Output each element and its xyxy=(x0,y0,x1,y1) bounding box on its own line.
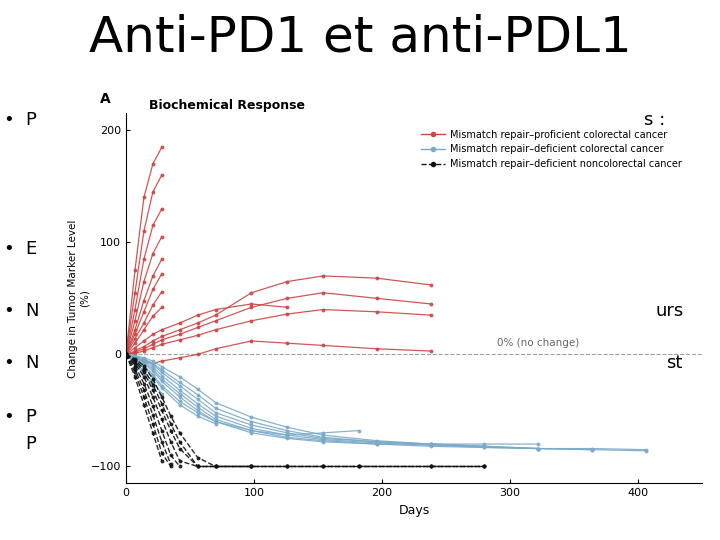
Text: •: • xyxy=(4,408,14,426)
Text: P: P xyxy=(25,111,36,129)
Text: A: A xyxy=(100,92,111,106)
Text: •: • xyxy=(4,302,14,320)
Text: N: N xyxy=(25,302,39,320)
Text: urs: urs xyxy=(655,302,683,320)
Legend: Mismatch repair–proficient colorectal cancer, Mismatch repair–deficient colorect: Mismatch repair–proficient colorectal ca… xyxy=(417,126,685,173)
Text: P: P xyxy=(25,408,36,426)
Text: N: N xyxy=(25,354,39,372)
Text: s :: s : xyxy=(644,111,666,129)
Text: •: • xyxy=(4,111,14,129)
Text: E: E xyxy=(25,240,37,258)
Text: 0% (no change): 0% (no change) xyxy=(498,338,580,348)
Text: st: st xyxy=(666,354,683,372)
Text: Biochemical Response: Biochemical Response xyxy=(149,99,305,112)
Text: •: • xyxy=(4,354,14,372)
Text: P: P xyxy=(25,435,36,453)
Y-axis label: Change in Tumor Marker Level
(%): Change in Tumor Marker Level (%) xyxy=(68,219,89,377)
Text: Anti-PD1 et anti-PDL1: Anti-PD1 et anti-PDL1 xyxy=(89,14,631,62)
Text: •: • xyxy=(4,240,14,258)
X-axis label: Days: Days xyxy=(398,504,430,517)
